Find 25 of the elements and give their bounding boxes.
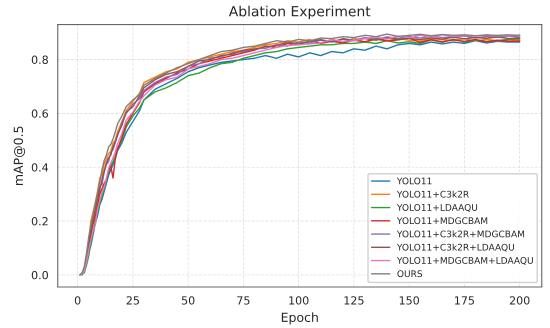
legend-label: YOLO11+C3k2R+MDGCBAM (396, 230, 524, 238)
legend-label: YOLO11+MDGCBAM (396, 217, 488, 224)
chart-title: Ablation Experiment (228, 6, 370, 20)
legend-label: YOLO11+MDGCBAM+LDAAQU (396, 257, 533, 265)
x-tick-label: 100 (289, 296, 309, 305)
y-tick-label: 0.0 (32, 270, 48, 280)
x-tick-label: 0 (74, 296, 80, 305)
legend-label: OURS (397, 270, 422, 278)
x-tick-label: 75 (237, 296, 250, 305)
x-tick-label: 150 (400, 296, 420, 305)
y-tick-label: 0.6 (32, 109, 48, 118)
legend-label: YOLO11+C3k2R (396, 190, 469, 198)
y-axis-title: mAP@0.5 (14, 126, 26, 185)
y-tick-label: 0.8 (32, 56, 48, 64)
y-tick-label: 0.2 (32, 217, 48, 226)
x-tick-label: 25 (126, 296, 139, 305)
x-tick-label: 200 (510, 296, 530, 305)
legend-label: YOLO11 (396, 178, 432, 184)
x-tick-label: 50 (182, 296, 194, 305)
legend-label: YOLO11+LDAAQU (396, 204, 478, 212)
x-tick-label: 175 (455, 296, 474, 305)
legend-label: YOLO11+C3k2R+LDAAQU (396, 244, 514, 252)
y-tick-label: 0.4 (32, 163, 48, 172)
x-tick-label: 125 (344, 296, 364, 305)
x-axis-title: Epoch (282, 312, 318, 324)
